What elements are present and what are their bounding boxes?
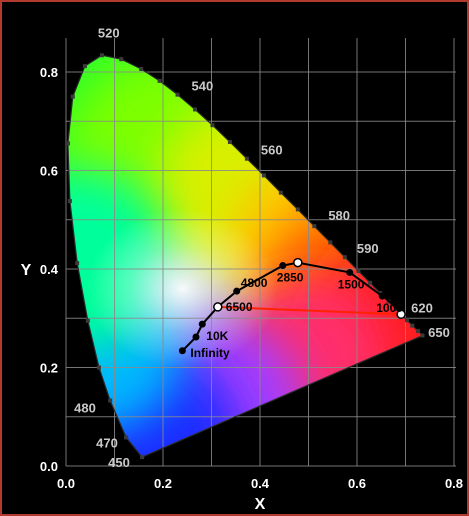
locus-tick: [140, 455, 145, 460]
y-tick-label: 0.2: [40, 361, 58, 376]
red-connection-line: [217, 305, 402, 316]
wavelength-label: 470: [96, 435, 118, 450]
locus-tick: [65, 141, 70, 146]
planckian-point: [178, 347, 186, 355]
chart-marks: [178, 257, 406, 355]
wavelength-label: 480: [74, 400, 96, 415]
locus-tick: [244, 156, 249, 161]
x-tick-label: 0.0: [57, 476, 75, 491]
planckian-point: [279, 262, 287, 270]
locus-tick: [342, 255, 347, 260]
x-tick-label: 0.8: [445, 476, 463, 491]
locus-tick: [99, 53, 104, 58]
wavelength-label: 650: [428, 325, 450, 340]
locus-tick: [119, 57, 124, 62]
grid: [65, 38, 456, 467]
wavelength-label: 540: [192, 79, 214, 94]
locus-tick: [124, 435, 129, 440]
y-tick-label: 0.0: [40, 459, 58, 474]
locus-tick: [75, 261, 80, 266]
locus-tick: [312, 224, 317, 229]
locus-tick: [261, 173, 266, 178]
locus-tick: [404, 318, 409, 323]
open-marker: [396, 309, 406, 320]
locus-tick: [378, 291, 383, 296]
planckian-point: [233, 287, 241, 295]
temperature-label: 10K: [206, 329, 228, 343]
x-tick-label: 0.4: [251, 476, 270, 491]
y-tick-label: 0.8: [40, 65, 58, 80]
temperature-label: Infinity: [190, 346, 230, 360]
chart-labels: 0.0 0.2 0.4 0.6 0.8 0.0 0.2 0.4 0.6 0.8 X Y 450 470 48…: [21, 25, 463, 513]
locus-tick: [85, 318, 90, 323]
y-tick-label: 0.4: [40, 262, 59, 277]
temperature-label: 2850: [277, 271, 304, 285]
open-marker: [213, 302, 223, 312]
temperature-label: 1000: [376, 301, 403, 315]
planckian-point: [346, 268, 354, 276]
temperature-label: 4800: [241, 276, 268, 290]
wavelength-label: 520: [98, 25, 120, 40]
locus-tick: [328, 240, 333, 245]
locus-tick: [278, 190, 283, 195]
locus-tick: [82, 64, 87, 69]
locus-tick: [368, 280, 373, 285]
locus-tick: [227, 139, 232, 144]
locus-tick: [175, 92, 180, 97]
x-tick-label: 0.2: [154, 476, 172, 491]
locus-tick: [420, 333, 425, 338]
locus-tick: [139, 67, 144, 72]
locus-tick: [193, 107, 198, 112]
y-tick-label: 0.6: [40, 164, 58, 179]
locus-tick: [410, 323, 415, 328]
wavelength-label: 560: [261, 143, 283, 158]
locus-tick: [96, 365, 101, 370]
locus-tick: [67, 199, 72, 204]
wavelength-label: 620: [411, 300, 433, 315]
temperature-label: 1500: [338, 277, 365, 291]
locus-tick: [295, 207, 300, 212]
locus-tick: [157, 78, 162, 83]
planckian-point: [378, 292, 386, 300]
temperature-label: 6500: [226, 300, 253, 314]
y-axis-label: Y: [21, 262, 32, 279]
x-axis-label: X: [255, 496, 266, 513]
locus-tick: [70, 94, 75, 99]
locus-tick: [356, 268, 361, 273]
wavelength-label: 450: [108, 455, 130, 470]
x-tick-label: 0.6: [348, 476, 366, 491]
planckian-point: [192, 333, 200, 341]
wavelength-label: 590: [357, 241, 379, 256]
planckian-point: [198, 320, 206, 328]
locus-tick: [210, 123, 215, 128]
wavelength-label: 580: [328, 208, 350, 223]
open-marker: [293, 257, 303, 268]
locus-tick: [416, 329, 421, 334]
locus-tick: [108, 398, 113, 403]
